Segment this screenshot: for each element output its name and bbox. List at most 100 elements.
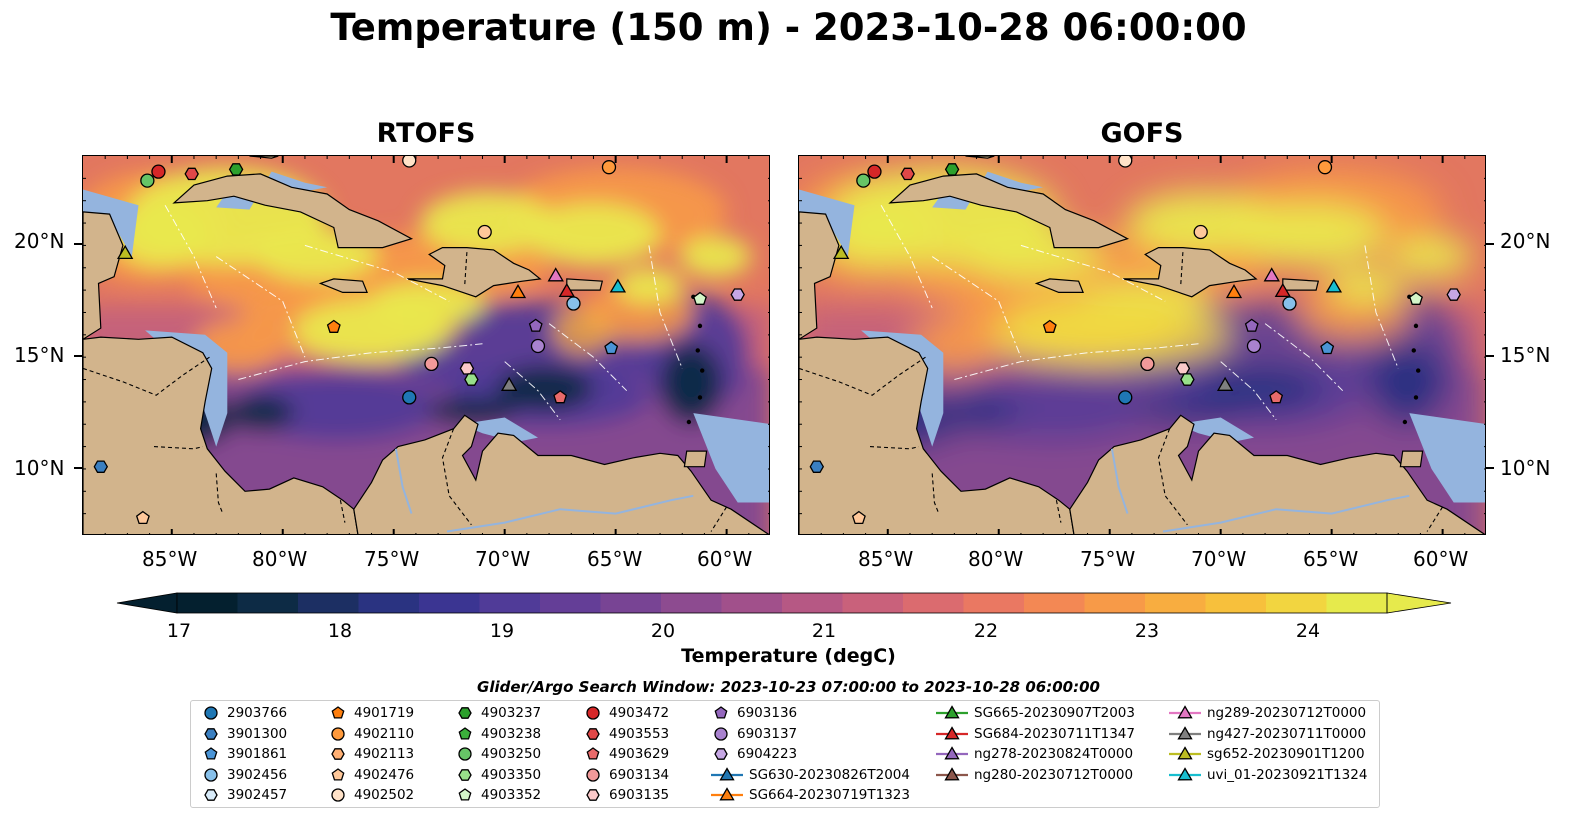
legend-item: SG630-20230826T2004 (711, 765, 910, 785)
island (1413, 395, 1419, 400)
national-border (931, 473, 940, 514)
float-marker (326, 319, 341, 333)
colorbar-tick: 23 (1134, 620, 1160, 642)
legend-marker-icon (586, 768, 600, 782)
x-tick-label: 85°W (858, 547, 914, 571)
temperature-patch (495, 366, 594, 411)
float-marker (1263, 267, 1280, 282)
national-border (1426, 506, 1444, 532)
legend-marker-icon (586, 747, 600, 760)
legend-glider-icon (1169, 746, 1201, 760)
legend-marker (1177, 766, 1193, 781)
legend-marker (458, 726, 472, 740)
legend-marker (1177, 746, 1193, 760)
temperature-patch (238, 372, 439, 440)
legend-marker (331, 767, 345, 781)
colorbar-segment (963, 593, 1025, 613)
legend-item: 4902476 (328, 765, 414, 785)
temperature-patch (936, 395, 1017, 431)
float-marker (604, 340, 619, 355)
legend-item: 6903135 (583, 785, 669, 805)
temperature-patch (660, 343, 723, 425)
temperature-patch (369, 281, 485, 326)
axis-ticks (83, 156, 769, 534)
float-marker (184, 167, 199, 181)
float-marker (1320, 340, 1335, 355)
map-canvas (799, 156, 1485, 534)
float-marker (730, 288, 745, 301)
map-canvas (83, 156, 769, 534)
legend-item: SG664-20230719T1323 (711, 785, 910, 805)
legend-marker (714, 748, 728, 761)
legend-label: 4903629 (609, 746, 670, 763)
legend-item: uvi_01-20230921T1324 (1169, 765, 1367, 785)
legend-label: uvi_01-20230921T1324 (1207, 766, 1368, 783)
legend-marker (458, 747, 472, 761)
legend-glider-icon (711, 766, 743, 781)
y-major-tick (1486, 466, 1494, 469)
float-marker (1175, 362, 1191, 375)
temperature-field (83, 167, 769, 534)
legend-item: sg652-20230901T1200 (1169, 744, 1365, 764)
land (1122, 246, 1258, 298)
map-panel-gofs[interactable] (798, 155, 1486, 535)
legend-item: 2903766 (201, 703, 287, 723)
legend-marker-icon (458, 768, 472, 781)
float-marker (809, 460, 825, 473)
colorbar-segment (600, 593, 662, 613)
legend-marker (204, 706, 218, 720)
legend-marker (331, 706, 345, 719)
x-tick-label: 60°W (1413, 547, 1469, 571)
colorbar-tick: 19 (489, 620, 515, 642)
legend-title: Glider/Argo Search Window: 2023-10-23 07… (477, 678, 1100, 696)
legend-label: 4902110 (354, 725, 415, 742)
float-marker (1269, 390, 1284, 404)
y-tick-label: 15°N (1500, 343, 1551, 367)
temperature-patch (1202, 366, 1320, 411)
legend-marker (458, 768, 472, 781)
float-marker (856, 173, 871, 188)
legend-marker-icon (204, 768, 218, 782)
eez-boundary (164, 204, 217, 309)
legend-item: 6903137 (711, 724, 797, 744)
float-marker (601, 160, 617, 175)
eez-boundary (880, 204, 933, 309)
y-tick-label: 15°N (14, 343, 65, 367)
national-border (83, 356, 210, 396)
eez-boundary (931, 256, 1022, 358)
temperature-patch (1390, 236, 1473, 277)
continental-shelf (1409, 413, 1485, 503)
float-marker (140, 173, 155, 188)
legend-item: ng427-20230711T0000 (1169, 724, 1366, 744)
float-marker (116, 244, 134, 260)
colorbar-tick: 18 (327, 620, 353, 642)
legend-marker (586, 706, 600, 720)
legend-marker-icon (586, 706, 600, 720)
island (1413, 323, 1419, 329)
legend-label: SG665-20230907T2003 (974, 705, 1135, 721)
national-border (441, 428, 472, 526)
map-panel-rtofs[interactable] (82, 155, 770, 535)
legend-marker-icon (714, 726, 728, 741)
legend-item: 4902110 (328, 724, 414, 744)
colorbar-segment (1266, 593, 1328, 613)
island (1411, 348, 1416, 353)
float-marker (566, 296, 581, 311)
legend-item: 4902502 (328, 785, 414, 805)
island (686, 419, 692, 425)
float-marker (553, 390, 568, 404)
legend-glider-icon (1169, 725, 1201, 740)
legend-label: 4903553 (609, 725, 670, 742)
float-marker (1244, 318, 1259, 332)
colorbar-segment (479, 593, 541, 613)
float-marker (424, 356, 439, 372)
national-border (1157, 428, 1188, 526)
national-border (799, 356, 926, 396)
y-tick-label: 20°N (1500, 229, 1551, 253)
colorbar-segment (842, 593, 904, 613)
land (353, 414, 769, 534)
colorbar-segment (237, 593, 299, 613)
temperature-patch (552, 306, 613, 355)
float-marker (530, 338, 546, 354)
temperature-patch (227, 395, 294, 431)
